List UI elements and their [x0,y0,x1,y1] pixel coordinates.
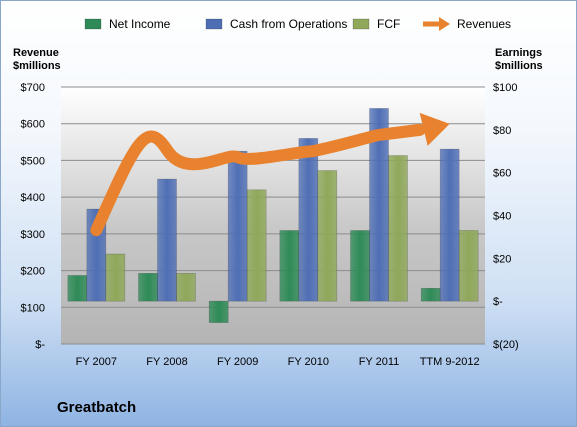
category-label: FY 2009 [217,356,258,368]
left-tick-label: $600 [21,119,45,131]
cash-from-operations-bar [227,150,248,302]
legend-net-income-swatch [84,18,102,30]
fcf-bar [176,273,196,302]
left-tick-label: $700 [21,82,45,94]
fcf-bar [317,170,338,302]
fcf-bar [388,155,408,302]
left-tick-label: $400 [21,192,45,204]
right-tick-label: $20 [493,253,511,265]
left-tick-label: $500 [21,155,45,167]
right-tick-label: $100 [493,82,517,94]
legend-revenues-label: Revenues [457,17,511,31]
legend-cash-from-operations-label: Cash from Operations [230,17,347,31]
left-tick-label: $100 [21,302,45,314]
left-axis-title: Revenue $millions [13,47,61,73]
right-tick-label: $60 [493,168,511,180]
category-label: FY 2011 [359,356,400,368]
cash-from-operations-bar [298,138,319,302]
right-tick-label: $- [493,296,503,308]
cash-from-operations-bar [439,148,460,302]
legend-cash-from-operations-swatch [205,18,223,30]
category-label: FY 2010 [288,356,329,368]
right-tick-label: $80 [493,125,511,137]
right-axis-title-text: Earnings $millions [495,47,543,72]
company-name: Greatbatch [57,399,137,416]
fcf-bar [105,253,126,302]
legend-fcf-label: FCF [377,17,400,31]
revenues-arrowhead [419,112,450,146]
net-income-bar [420,288,441,302]
category-label: TTM 9-2012 [420,356,480,368]
net-income-bar [67,275,88,302]
left-tick-label: $- [35,339,45,351]
fcf-bar [458,230,479,302]
legend-fcf-swatch [352,18,370,30]
left-axis-title-text: Revenue $millions [13,47,61,72]
right-axis-title: Earnings $millions [495,47,543,73]
net-income-bar [208,300,229,323]
revenues-line [90,123,426,237]
left-tick-label: $300 [21,229,45,241]
legend-net-income-label: Net Income [109,17,171,31]
cash-from-operations-bar [157,178,177,302]
net-income-bar [279,230,300,302]
category-label: FY 2007 [76,356,117,368]
right-tick-label: $40 [493,211,511,223]
fcf-bar [246,189,267,302]
net-income-bar [138,273,158,302]
net-income-bar [350,230,370,302]
legend-revenues-swatch-head [439,17,450,31]
right-tick-label: $(20) [493,339,519,351]
left-tick-label: $200 [21,266,45,278]
category-label: FY 2008 [146,356,187,368]
